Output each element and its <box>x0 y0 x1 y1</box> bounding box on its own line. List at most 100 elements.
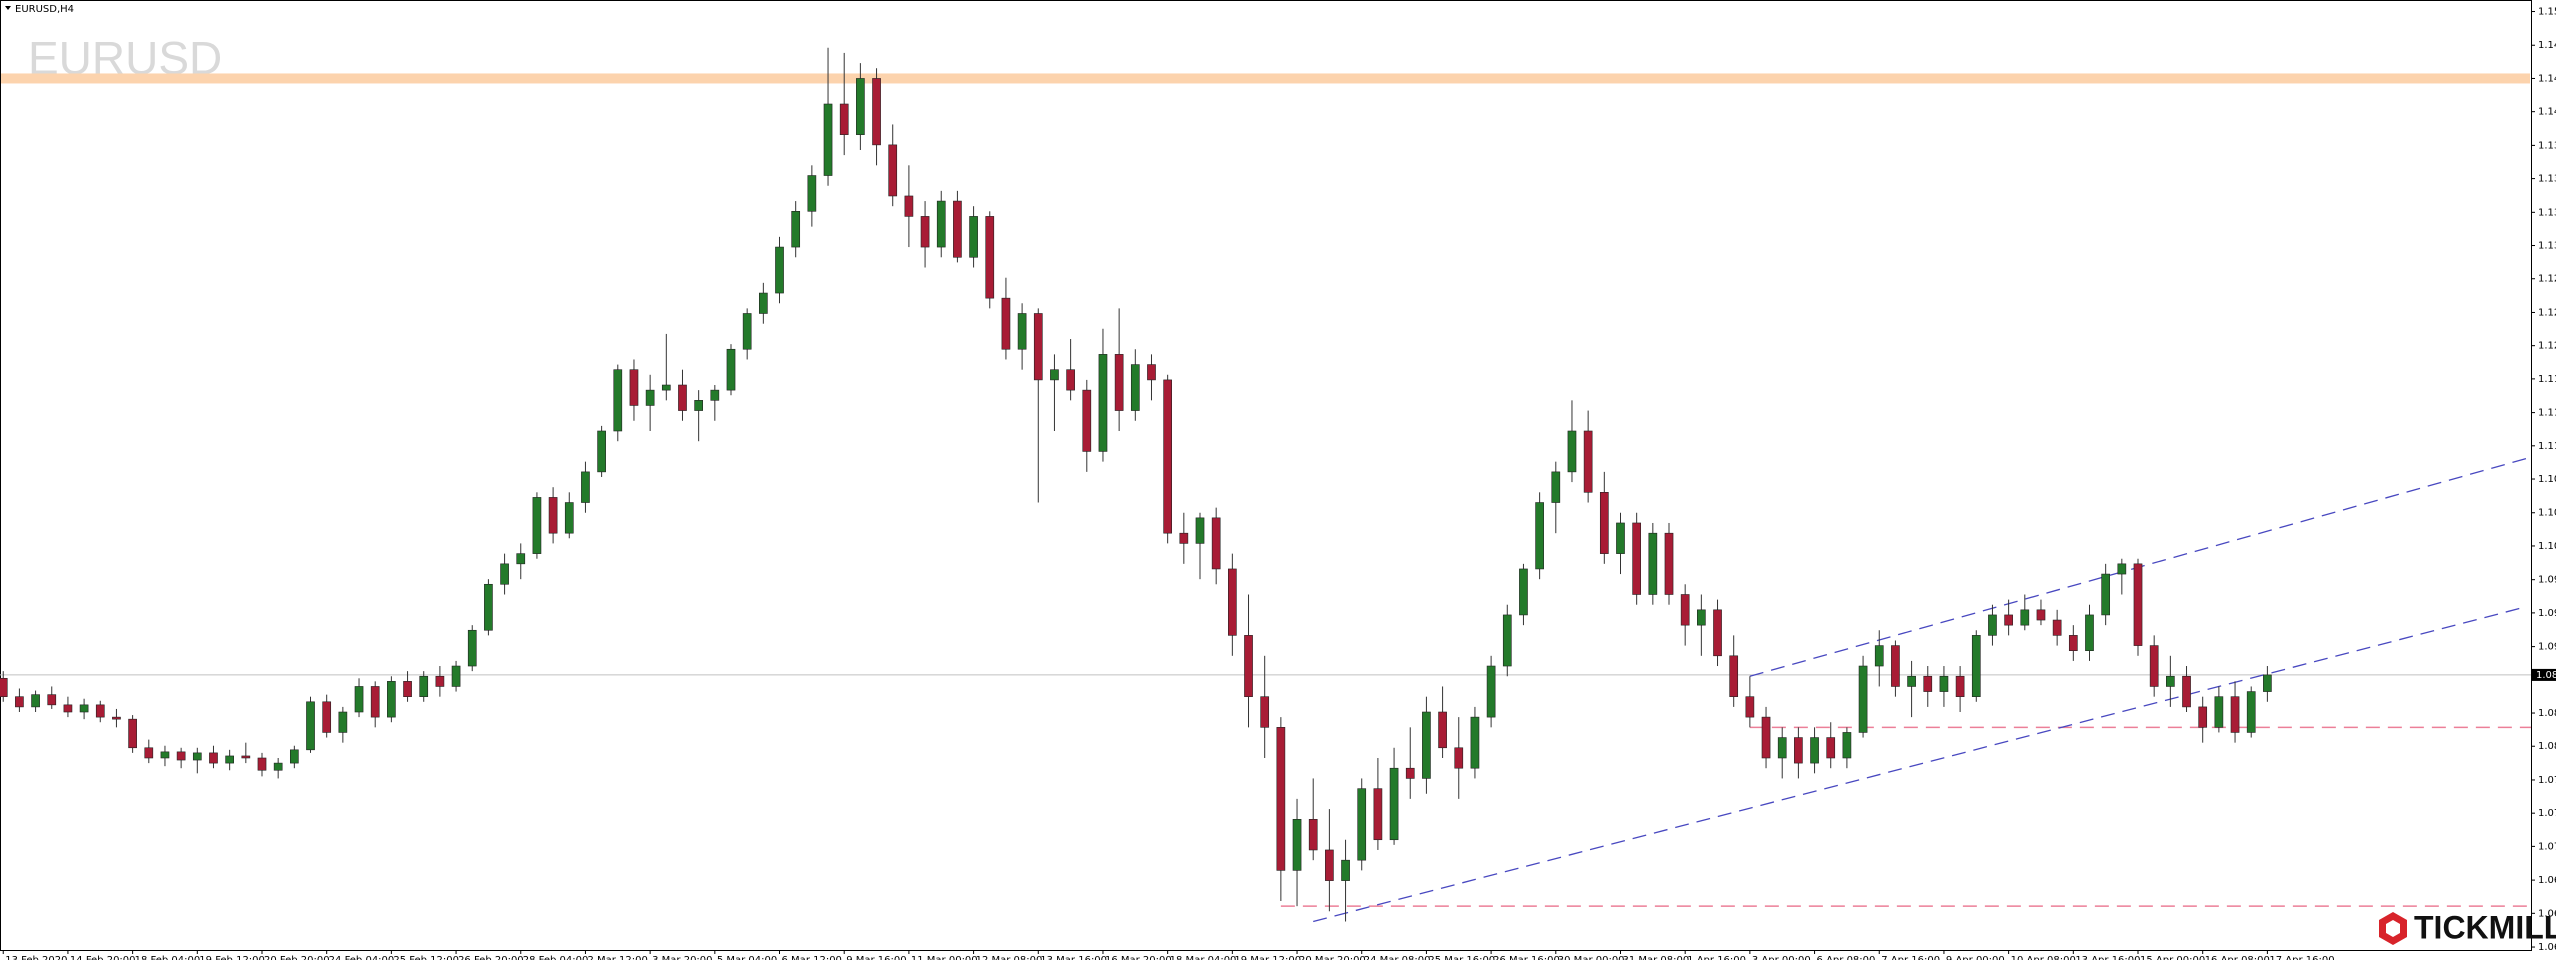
x-tick-label: 9 Apr 00:00 <box>1946 955 2005 960</box>
candle-body <box>564 502 574 534</box>
candle-body <box>920 216 930 248</box>
candle-body <box>1001 297 1011 350</box>
resistance-zone <box>1 73 2530 84</box>
candle-body <box>306 701 315 751</box>
candle <box>1163 374 1172 544</box>
y-tick-label: 1.07135 <box>2538 841 2556 852</box>
candle-body <box>581 471 590 503</box>
candle-body <box>1195 517 1205 544</box>
candle <box>176 747 186 769</box>
candle-body <box>1260 696 1270 728</box>
candle <box>0 671 8 702</box>
candle-body <box>839 103 849 135</box>
candle-body <box>872 78 881 146</box>
x-tick-label: 3 Mar 20:00 <box>652 955 712 960</box>
candle <box>2052 609 2062 646</box>
candle-body <box>661 384 671 391</box>
candle-body <box>1697 609 1706 626</box>
candle <box>1891 640 1900 697</box>
candle <box>403 671 412 702</box>
candle-body <box>144 747 154 759</box>
candle-body <box>1276 727 1286 871</box>
candle <box>953 190 962 263</box>
candle <box>2214 686 2224 733</box>
candle <box>1276 717 1286 902</box>
candle-body <box>1713 609 1722 657</box>
candle-body <box>2166 675 2175 687</box>
candle-body <box>2263 674 2272 692</box>
candle <box>985 211 995 309</box>
candle-body <box>2036 609 2046 621</box>
x-tick-label: 24 Feb 04:00 <box>329 955 395 960</box>
candle-body <box>112 716 121 720</box>
candle <box>1648 522 1658 605</box>
candle <box>969 206 978 268</box>
candle-body <box>1745 696 1755 718</box>
candle <box>1147 354 1156 401</box>
candle-body <box>1454 747 1464 769</box>
candle <box>791 201 801 258</box>
candle-body <box>1551 471 1561 503</box>
candle-body <box>1325 849 1334 881</box>
candle <box>419 671 429 702</box>
candle-body <box>289 749 299 764</box>
candle <box>710 385 720 421</box>
x-tick-label: 17 Apr 16:00 <box>2269 955 2334 960</box>
candle <box>1228 553 1237 656</box>
candle-body <box>694 400 703 411</box>
candle-body <box>467 629 477 667</box>
x-tick-label: 16 Apr 08:00 <box>2205 955 2270 960</box>
candle-body <box>1389 767 1399 841</box>
candle <box>839 52 849 156</box>
candle <box>467 625 477 672</box>
candle-body <box>225 755 234 764</box>
y-tick-label: 1.10730 <box>2538 474 2556 485</box>
candle <box>548 487 558 544</box>
y-tick-label: 1.13670 <box>2538 174 2556 185</box>
candle <box>1114 308 1124 431</box>
y-tick-label: 1.11055 <box>2538 441 2556 452</box>
candle <box>1583 410 1593 503</box>
candle-body <box>791 210 801 248</box>
candle-body <box>629 369 639 406</box>
x-tick-label: 20 Mar 20:00 <box>1299 955 1366 960</box>
candle-body <box>1405 767 1415 779</box>
candle-body <box>775 246 784 294</box>
x-tick-label: 2 Mar 12:00 <box>587 955 647 960</box>
candle <box>516 543 526 580</box>
y-tick-label: 1.14975 <box>2538 40 2556 51</box>
candle-body <box>1616 522 1625 554</box>
candle-body <box>2182 675 2191 708</box>
candle-body <box>613 369 623 432</box>
candle <box>1373 757 1383 850</box>
candle-body <box>1082 389 1092 452</box>
candle-body <box>1777 737 1787 759</box>
candle-body <box>969 216 978 258</box>
candle-body <box>904 195 914 217</box>
y-tick-label: 1.14325 <box>2538 107 2556 118</box>
candle-body <box>2004 614 2013 626</box>
candle <box>823 47 833 186</box>
y-tick-label: 1.08440 <box>2538 708 2556 719</box>
candle-body <box>985 216 995 299</box>
candle <box>1599 471 1609 564</box>
candle <box>1810 727 1819 774</box>
candle-body <box>1955 675 1965 697</box>
candle-body <box>1502 614 1512 667</box>
candle <box>47 686 57 709</box>
candle-body <box>47 694 57 706</box>
candle-body <box>1874 645 1884 667</box>
logo-inner <box>2386 920 2400 937</box>
candle <box>370 681 380 728</box>
y-tick-label: 1.10400 <box>2538 508 2556 519</box>
candle <box>1341 839 1350 922</box>
y-tick-label: 1.08115 <box>2538 741 2556 752</box>
x-tick-label: 16 Mar 20:00 <box>1105 955 1172 960</box>
candle <box>1389 747 1399 845</box>
x-tick-label: 14 Feb 20:00 <box>70 955 136 960</box>
x-tick-label: 18 Feb 04:00 <box>135 955 201 960</box>
y-tick-label: 1.13340 <box>2538 207 2556 218</box>
candle <box>597 425 606 477</box>
x-tick-label: 28 Feb 04:00 <box>523 955 589 960</box>
menu-arrow[interactable] <box>5 6 11 10</box>
